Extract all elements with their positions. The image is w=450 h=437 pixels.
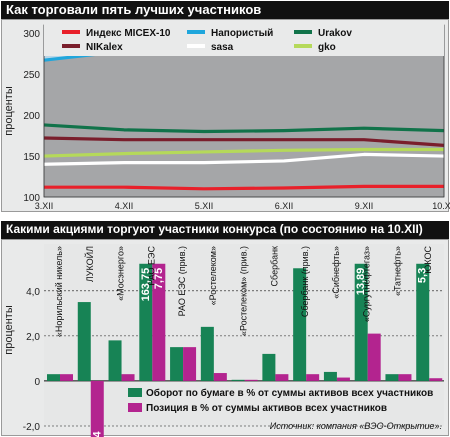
bar-value-label: 7,75 — [153, 268, 165, 289]
category-label: РАО ЕЭС — [146, 246, 156, 286]
series-line — [44, 184, 444, 191]
legend-label: Оборот по бумаге в % от суммы активов вс… — [146, 387, 433, 399]
bar-position — [244, 379, 258, 381]
category-label: «Ростелеком» (прив.) — [239, 246, 249, 336]
bar-turnover — [354, 263, 368, 381]
y-tick-label: 100 — [23, 193, 40, 204]
bar-position — [213, 373, 227, 381]
line-chart: 100 150 200 250 300 3.XII 4.XII 5.XII 6.XII 9.XII… — [3, 23, 450, 211]
category-label: «Татнефть» — [392, 246, 402, 296]
series-line — [43, 152, 445, 166]
series-line — [43, 136, 445, 147]
bar-value-label: -3,44 — [91, 430, 103, 437]
bar-turnover — [231, 379, 245, 381]
legend-swatch — [128, 403, 142, 412]
category-label: РАО ЕЭС (прив.) — [177, 246, 187, 316]
series-line — [43, 147, 444, 158]
bar-turnover — [47, 374, 60, 381]
bar-position — [90, 380, 104, 437]
bar-value-label: 5,3 — [417, 268, 429, 283]
bar-turnover — [200, 326, 214, 381]
category-label: Сбербанк — [269, 246, 279, 286]
category-label: «Ростелеком» — [208, 246, 218, 305]
x-tick-label: 5.XII — [195, 201, 214, 211]
category-label: «Сургутнефтегаз» — [362, 246, 372, 322]
bar-turnover — [77, 302, 91, 381]
legend-swatch — [128, 388, 142, 397]
x-tick-label: 10.XII — [432, 201, 450, 211]
bar-turnover — [262, 353, 276, 381]
bar-position — [152, 263, 166, 381]
bar-position — [60, 374, 73, 381]
y-tick-label: -2,0 — [23, 422, 41, 433]
category-label: «Мосэнерго» — [116, 246, 126, 301]
legend-label: Напористый — [211, 28, 273, 39]
top-chart-title: Как торговали пять лучших участников — [1, 1, 449, 19]
category-label: Сбербанк (прив.) — [300, 246, 310, 317]
bar-position — [336, 377, 350, 381]
y-tick-label: 150 — [23, 152, 40, 163]
category-label: ЛУКОЙЛ — [84, 246, 95, 282]
bar-position — [367, 333, 381, 381]
bar-position — [275, 374, 289, 381]
legend-label: gko — [318, 42, 336, 53]
bar-turnover — [323, 371, 337, 381]
bar-position — [398, 374, 412, 381]
series-line — [43, 123, 445, 134]
y-tick-label: 0 — [34, 377, 40, 388]
bar-position — [306, 374, 320, 381]
y-tick-label: 300 — [23, 29, 40, 40]
legend-box — [44, 23, 444, 56]
bar-position — [121, 374, 135, 381]
x-tick-label: 4.XII — [115, 201, 134, 211]
bar-turnover — [108, 340, 122, 381]
legend-label: Индекс MICEX-10 — [86, 28, 171, 39]
legend-label: Позиция в % от суммы активов всех участн… — [146, 403, 387, 414]
bar-turnover — [170, 347, 184, 381]
y-tick-label: 250 — [23, 70, 40, 81]
bar-turnover — [293, 268, 307, 381]
legend-label: Urakov — [318, 28, 352, 39]
bar-turnover — [139, 263, 153, 381]
bar-value-label: 163,75 — [140, 268, 152, 302]
y-tick-label: 2,0 — [26, 332, 40, 343]
x-tick-label: 6.XII — [275, 201, 294, 211]
bar-value-label: 13,89 — [355, 268, 367, 296]
source-note: Источник: компания «ВЭО-Открытие». — [270, 421, 442, 431]
y-axis-label: проценты — [3, 86, 15, 136]
bar-turnover — [416, 263, 430, 381]
y-axis-label: проценты — [3, 305, 15, 355]
legend-label: sasa — [211, 42, 234, 53]
category-label: «Сибнефть» — [331, 246, 341, 299]
category-label: ЮКОС — [423, 246, 433, 274]
bottom-chart-title: Какими акциями торгуют участники конкурс… — [1, 221, 449, 239]
bar-position — [429, 378, 443, 381]
x-tick-label: 9.XII — [355, 201, 374, 211]
y-tick-label: 4,0 — [26, 287, 40, 298]
legend-label: NIKalex — [86, 42, 123, 53]
y-tick-label: 200 — [23, 111, 40, 122]
bar-turnover — [385, 374, 399, 381]
category-label: «Норильский никель» — [54, 246, 64, 337]
bar-position — [183, 347, 197, 381]
x-tick-label: 3.XII — [35, 201, 54, 211]
